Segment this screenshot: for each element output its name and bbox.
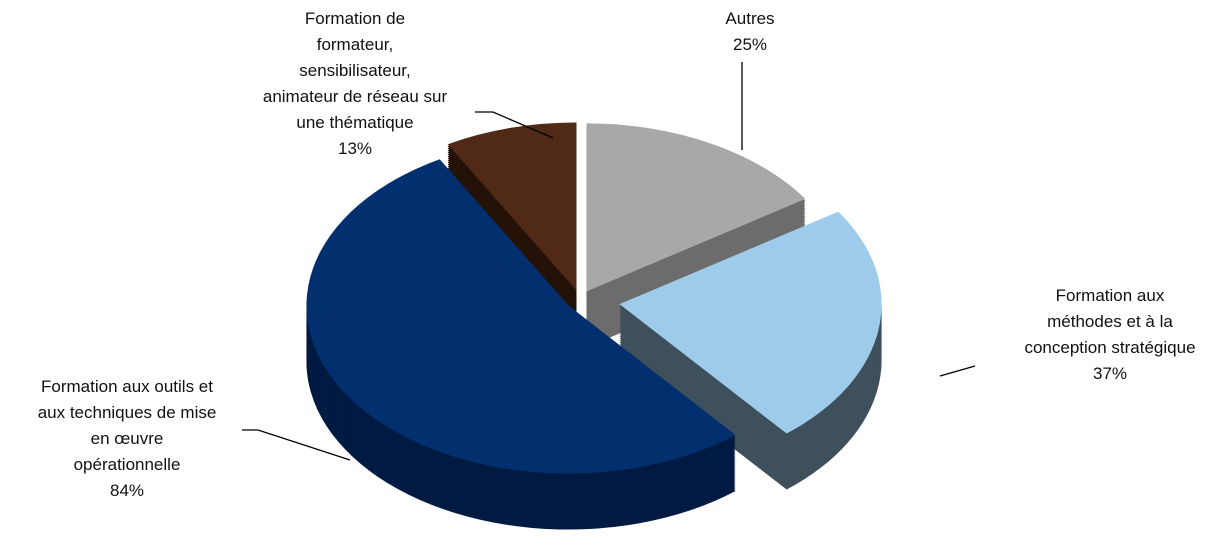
leader-line: [939, 365, 976, 377]
leader-line: [242, 429, 351, 461]
slices: [306, 122, 882, 530]
slice-label: Formation aux outils et aux techniques d…: [0, 374, 267, 504]
slice: [447, 122, 577, 291]
slice: [619, 211, 882, 434]
slice: [586, 123, 806, 292]
slice: [306, 159, 736, 474]
value-label: 25%: [732, 35, 768, 54]
leader-lines: [242, 62, 976, 461]
slice-label: Formation aux méthodes et à la conceptio…: [970, 283, 1224, 387]
category-label: Formation aux outils et aux techniques d…: [37, 377, 217, 474]
slice-label: Formation de formateur, sensibilisateur,…: [215, 6, 495, 162]
category-label: Autres: [725, 9, 775, 28]
leader-line: [475, 111, 554, 139]
value-label: 84%: [109, 481, 145, 500]
slice-label: Autres 25%: [610, 6, 890, 58]
value-label: 13%: [337, 139, 373, 158]
value-label: 37%: [1092, 364, 1128, 383]
category-label: Formation aux méthodes et à la conceptio…: [1024, 286, 1196, 357]
category-label: Formation de formateur, sensibilisateur,…: [262, 9, 448, 132]
